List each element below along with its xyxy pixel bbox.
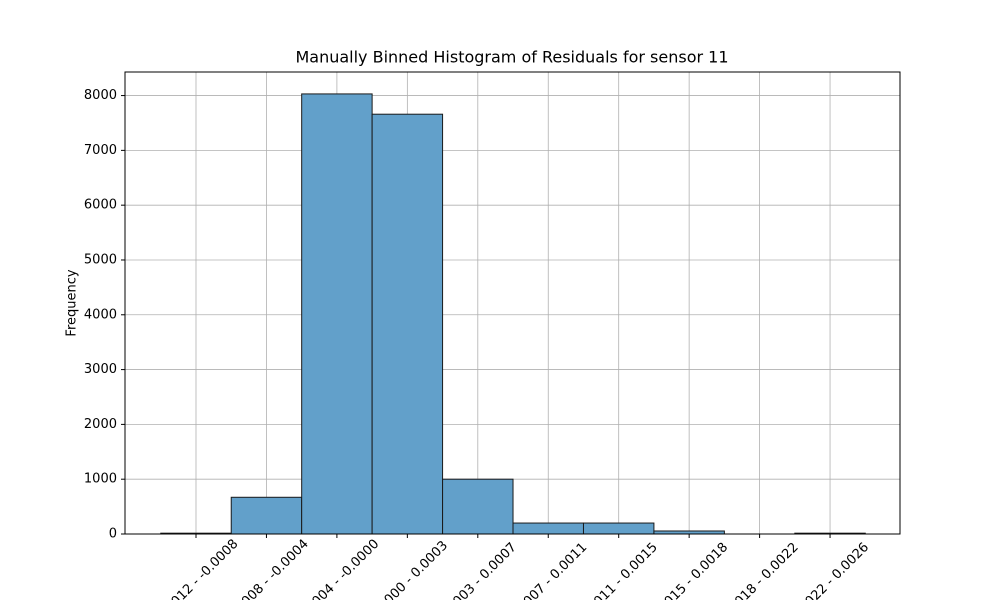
bar <box>582 522 655 535</box>
x-tick-label: 0.0011 - 0.0015 <box>577 540 661 600</box>
x-tick-label: 0.0018 - 0.0022 <box>718 540 802 600</box>
bar <box>442 478 514 535</box>
y-tick-label: 3000 <box>84 362 117 377</box>
x-tick-label: 0.0022 - 0.0026 <box>788 540 872 600</box>
chart-title: Manually Binned Histogram of Residuals f… <box>295 48 728 67</box>
x-tick-label: 0.0007 - 0.0011 <box>506 540 590 600</box>
bars <box>160 93 866 535</box>
y-tick-label: 5000 <box>84 252 117 267</box>
y-tick-label: 0 <box>109 527 117 542</box>
y-tick-label: 1000 <box>84 472 117 487</box>
x-tick-label: -0.0012 - -0.0008 <box>151 537 242 600</box>
x-tick-label: 0.0015 - 0.0018 <box>647 540 731 600</box>
y-axis-label: Frequency <box>65 269 80 336</box>
y-tick-label: 7000 <box>84 143 117 158</box>
y-tick-label: 8000 <box>84 88 117 103</box>
y-tick-label: 2000 <box>84 417 117 432</box>
bar <box>371 113 444 535</box>
plot-frame <box>124 71 901 535</box>
grid <box>125 72 900 535</box>
y-tick-label: 6000 <box>84 198 117 213</box>
bar <box>301 93 373 535</box>
bar <box>512 522 584 535</box>
y-tick-label: 4000 <box>84 307 117 322</box>
bar <box>230 496 303 535</box>
